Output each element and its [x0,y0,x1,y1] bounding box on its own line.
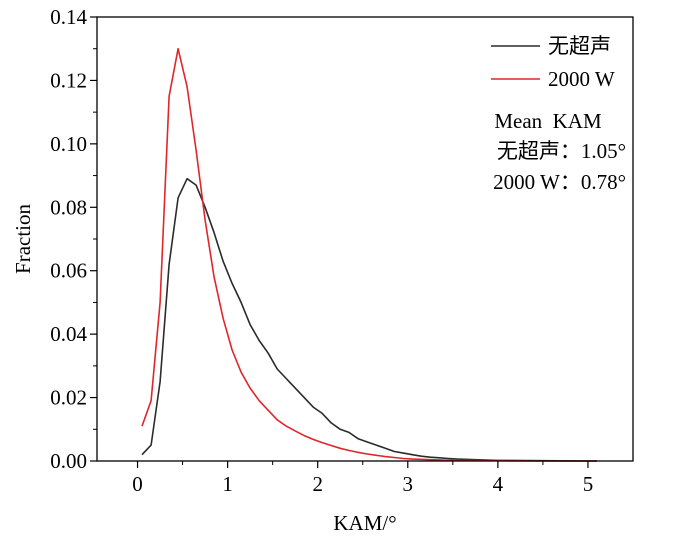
y-tick-label-5: 0.10 [50,132,87,156]
labels-layer: 0 1 2 3 4 5 0.00 0.02 0.04 0.06 0.08 0.10 0.12 0.14 [50,5,593,496]
y-tick-label-6: 0.12 [50,68,87,92]
x-tick-label-0: 0 [132,472,143,496]
y-tick-label-7: 0.14 [50,5,87,29]
series-layer [141,47,597,462]
x-tick-label-1: 1 [222,472,233,496]
x-tick-label-4: 4 [493,472,504,496]
y-tick-label-2: 0.04 [50,322,87,346]
annotation-title: Mean KAM [494,109,602,133]
y-tick-label-4: 0.08 [50,195,87,219]
annotation-series-1-mean: 2000 W：0.78° [493,170,626,194]
legend: 无超声 2000 W [491,34,615,91]
annotation-series-0-mean: 无超声：1.05° [497,139,626,163]
y-tick-label-0: 0.00 [50,449,87,473]
ticks-layer [90,16,589,468]
x-tick-label-5: 5 [583,472,594,496]
series-line-0 [141,177,597,462]
y-axis-title: Fraction [11,204,35,274]
x-tick-label-2: 2 [312,472,323,496]
legend-label-series-0: 无超声 [548,34,611,58]
y-tick-label-3: 0.06 [50,259,87,283]
series-line-1 [141,47,597,462]
mean-kam-annotation: Mean KAM 无超声：1.05° 2000 W：0.78° [493,109,626,194]
x-axis-title: KAM/° [333,511,396,535]
x-tick-label-3: 3 [403,472,414,496]
legend-label-series-1: 2000 W [548,67,615,91]
y-tick-label-1: 0.02 [50,386,87,410]
